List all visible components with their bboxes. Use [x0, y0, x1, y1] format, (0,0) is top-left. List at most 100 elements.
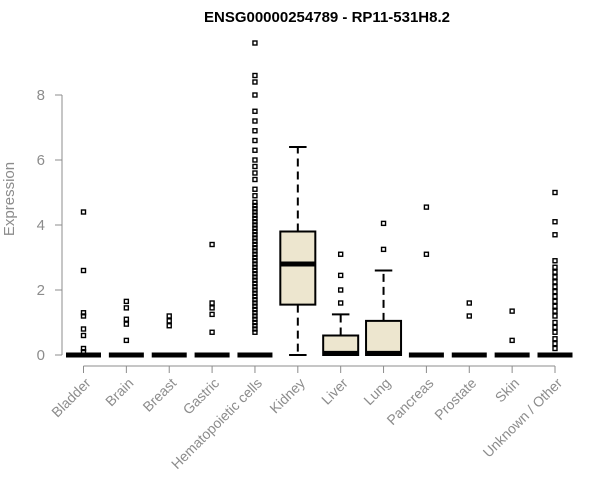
outlier-point [552, 313, 558, 319]
outlier-point [552, 308, 558, 314]
outlier-point [252, 199, 258, 205]
outlier-point [337, 287, 344, 293]
box-group-skin [494, 308, 530, 358]
x-category-label: Prostate [431, 375, 479, 423]
outlier-point [252, 228, 258, 235]
outlier-point [252, 319, 258, 326]
outlier-point [552, 284, 558, 290]
outlier-point [252, 300, 258, 306]
outlier-point [252, 248, 258, 254]
outlier-point [252, 40, 258, 46]
y-tick-label: 0 [37, 347, 45, 364]
outlier-point [252, 267, 258, 274]
outlier-point [252, 212, 258, 218]
x-category-label: Brain [102, 375, 136, 409]
outlier-point [552, 293, 558, 300]
outlier-point [252, 108, 258, 114]
outlier-point [252, 277, 258, 283]
y-tick-label: 4 [37, 217, 45, 234]
outlier-point [252, 222, 258, 228]
outlier-point [209, 300, 215, 306]
outlier-point [466, 313, 472, 319]
box-iqr [279, 230, 317, 306]
box-group-breast [151, 313, 187, 358]
x-category-label: Pancreas [383, 375, 436, 428]
outlier-point [552, 219, 558, 225]
box-group-brain [108, 298, 144, 358]
x-category-label: Lung [360, 375, 393, 408]
outlier-point [509, 308, 515, 314]
outlier-point [252, 297, 258, 303]
outlier-point [337, 300, 344, 306]
outlier-point [552, 336, 558, 342]
box-group-lung [365, 220, 403, 356]
outlier-point [252, 329, 258, 335]
outlier-point [552, 324, 558, 331]
outlier-point [252, 306, 258, 313]
outlier-point [552, 264, 558, 270]
outlier-point [252, 264, 258, 270]
box-group-unknown-other [537, 189, 573, 358]
outlier-point [552, 258, 558, 264]
outlier-point [252, 225, 258, 231]
y-tick-label: 6 [37, 152, 45, 169]
outlier-point [252, 245, 258, 251]
outlier-point [80, 349, 87, 355]
outlier-point [80, 310, 87, 316]
outlier-point [252, 206, 258, 212]
outlier-point [252, 118, 258, 124]
x-category-label: Skin [492, 375, 523, 406]
outlier-point [552, 189, 558, 196]
outlier-point [552, 279, 558, 285]
outlier-point [252, 326, 258, 332]
x-category-label: Kidney [266, 375, 308, 417]
outlier-point [380, 246, 387, 253]
outlier-point [123, 298, 130, 305]
outlier-point [252, 254, 258, 261]
outlier-point [252, 202, 258, 209]
outlier-point [209, 329, 215, 335]
outlier-point [552, 345, 558, 352]
x-category-label: Liver [318, 375, 351, 408]
outlier-point [252, 271, 258, 277]
outlier-point [466, 300, 472, 306]
outlier-point [80, 267, 87, 274]
outlier-point [209, 311, 215, 318]
outlier-point [252, 241, 258, 248]
outlier-point [552, 269, 558, 275]
outlier-point [552, 232, 558, 238]
outlier-point [337, 272, 344, 279]
box-group-hematopoietic-cells [237, 40, 273, 358]
x-category-label: Unknown / Other [480, 375, 566, 461]
outlier-point [252, 128, 258, 134]
outlier-point [209, 305, 215, 311]
outlier-point [252, 284, 258, 290]
outlier-point [252, 137, 258, 144]
outlier-point [252, 316, 258, 322]
outlier-point [423, 251, 430, 257]
outlier-point [552, 319, 558, 326]
y-axis-label: Expression [1, 162, 18, 236]
outlier-point [252, 147, 258, 153]
outlier-point [252, 215, 258, 222]
outlier-point [552, 298, 558, 305]
outlier-point [252, 176, 258, 183]
outlier-point [337, 251, 344, 257]
boxes [66, 40, 573, 358]
box-group-bladder [66, 209, 101, 358]
outlier-point [80, 209, 87, 215]
outlier-point [252, 235, 258, 241]
outlier-point [80, 313, 87, 319]
outlier-point [123, 305, 130, 311]
box-group-kidney [279, 146, 317, 356]
outlier-point [552, 274, 558, 280]
box-group-gastric [194, 241, 230, 358]
outlier-point [166, 323, 172, 329]
y-tick-label: 2 [37, 282, 45, 299]
x-category-label: Gastric [180, 375, 223, 418]
outlier-point [123, 321, 130, 327]
outlier-point [552, 303, 558, 309]
outlier-point [123, 337, 130, 344]
outlier-point [252, 219, 258, 225]
